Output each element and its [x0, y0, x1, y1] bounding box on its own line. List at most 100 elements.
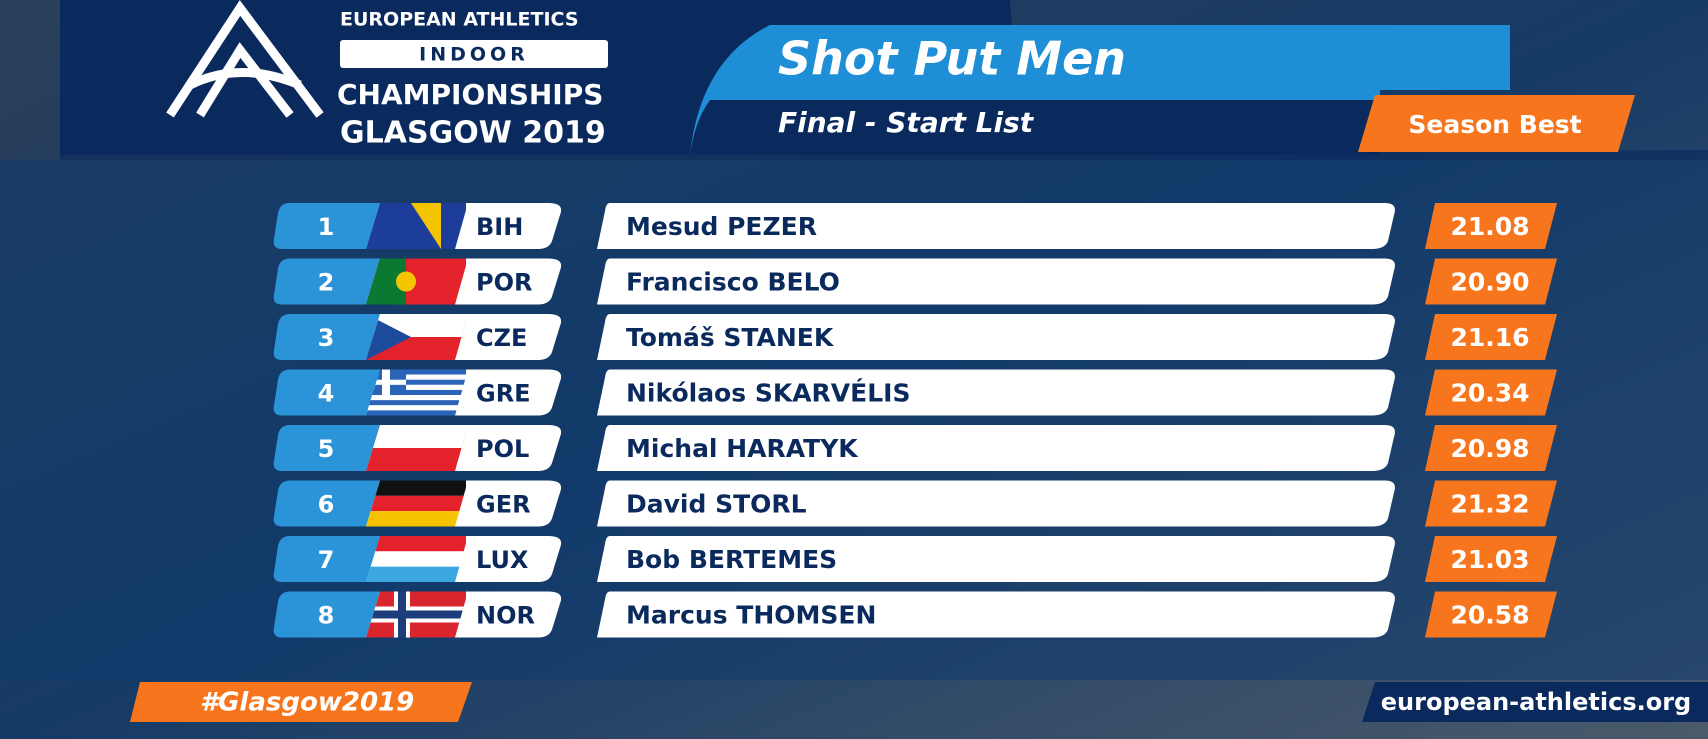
- row: 7 LUX Bob BERTEMES 21.03: [273, 536, 1557, 582]
- row: 6 GER David STORL 21.32: [273, 480, 1557, 527]
- athlete-name: Bob BERTEMES: [626, 545, 837, 574]
- flag-part: [366, 395, 466, 401]
- athlete-name: David STORL: [626, 490, 807, 519]
- rank: 4: [318, 380, 335, 408]
- flag-part: [366, 389, 466, 396]
- flag-part: [366, 566, 466, 582]
- name-box: [597, 203, 1395, 249]
- sb-box: [1425, 369, 1557, 416]
- row: 4 GRE Nikólaos SKARVÉLIS 20.34: [273, 369, 1557, 416]
- country-code: POL: [476, 435, 529, 463]
- name-box: [597, 258, 1395, 305]
- rank: 7: [318, 546, 335, 574]
- flag: [366, 369, 466, 416]
- sb-box: [1425, 425, 1557, 471]
- hashtag-box: [130, 682, 472, 722]
- athlete-name: Tomáš STANEK: [626, 323, 835, 352]
- rank: 2: [318, 269, 335, 297]
- website-box: [1362, 682, 1708, 722]
- flag: [366, 591, 466, 638]
- season-best: 21.32: [1450, 490, 1529, 519]
- sb-box: [1425, 203, 1557, 249]
- country-code: CZE: [476, 324, 527, 352]
- row: 1 BIH Mesud PEZER 21.08: [273, 203, 1557, 249]
- country-code: BIH: [476, 213, 523, 241]
- sb-box: [1425, 536, 1557, 582]
- flag-part: [366, 511, 466, 527]
- row: 8 NOR Marcus THOMSEN 20.58: [273, 591, 1557, 638]
- rank-box: [273, 203, 380, 249]
- flag-part: [366, 379, 466, 385]
- name-box: [597, 369, 1395, 416]
- sb-box: [1425, 258, 1557, 305]
- column-tab: [1358, 95, 1635, 152]
- athlete-name: Marcus THOMSEN: [626, 601, 876, 630]
- rank: 6: [318, 491, 335, 519]
- athlete-name: Francisco BELO: [626, 268, 840, 297]
- indoor-box: [340, 40, 608, 68]
- athlete-name: Michal HARATYK: [626, 434, 859, 463]
- flag-part: [366, 369, 466, 375]
- name-box: [597, 591, 1395, 638]
- flag-part: [366, 400, 466, 406]
- flag-part: [366, 384, 466, 390]
- athlete-name: Mesud PEZER: [626, 212, 817, 241]
- flag-part: [366, 379, 406, 385]
- rank-box: [273, 536, 380, 582]
- event-type: INDOOR: [419, 44, 529, 66]
- athlete-name: Nikólaos SKARVÉLIS: [626, 379, 910, 408]
- organisation: EUROPEAN ATHLETICS: [340, 9, 579, 31]
- flag-part: [366, 374, 466, 380]
- event: CHAMPIONSHIPS: [337, 78, 603, 111]
- season-best: 21.08: [1450, 212, 1529, 241]
- season-best: 20.98: [1450, 434, 1529, 463]
- row: 2 POR Francisco BELO 20.90: [273, 258, 1557, 305]
- flag-part: [366, 314, 411, 360]
- name-box: [597, 536, 1395, 582]
- rank-box: [273, 369, 380, 416]
- flag: [366, 314, 466, 360]
- subtitle-band: [690, 100, 1380, 155]
- flag: [366, 536, 466, 582]
- row: 5 POL Michal HARATYK 20.98: [273, 425, 1557, 471]
- name-box: [597, 425, 1395, 471]
- country-code: NOR: [476, 602, 535, 630]
- rows: 1 BIH Mesud PEZER 21.08 2 POR Francisco BELO 20…: [273, 203, 1557, 638]
- flag: [366, 258, 466, 305]
- flag-part: [366, 405, 466, 411]
- name-box: [597, 480, 1395, 527]
- column-header: Season Best: [1408, 110, 1581, 139]
- sb-box: [1425, 314, 1557, 360]
- rank-box: [273, 480, 380, 527]
- flag-part: [366, 495, 466, 512]
- flag-part: [366, 536, 466, 552]
- flag-part: [366, 425, 466, 448]
- sb-box: [1425, 480, 1557, 527]
- website: european-athletics.org: [1381, 688, 1691, 716]
- flag-part: [366, 480, 466, 496]
- flag-part: [366, 410, 466, 416]
- rank: 3: [318, 324, 335, 352]
- rank-box: [273, 425, 380, 471]
- rank: 5: [318, 435, 335, 463]
- logo: [166, 0, 324, 118]
- edition: GLASGOW 2019: [340, 116, 606, 151]
- flag-part: [411, 203, 441, 249]
- rank-box: [273, 591, 380, 638]
- row: 3 CZE Tomáš STANEK 21.16: [273, 314, 1557, 360]
- sb-box: [1425, 591, 1557, 638]
- rank-box: [273, 258, 380, 305]
- season-best: 20.34: [1450, 379, 1529, 408]
- country-code: GRE: [476, 380, 531, 408]
- hashtag: #Glasgow2019: [200, 688, 414, 718]
- season-best: 20.90: [1450, 268, 1529, 297]
- flag-part: [366, 551, 466, 567]
- season-best: 21.03: [1450, 545, 1529, 574]
- flag-part: [396, 271, 416, 292]
- flag: [366, 203, 466, 249]
- flag-part: [366, 610, 466, 619]
- flag-part: [366, 203, 466, 249]
- country-code: GER: [476, 491, 531, 519]
- flag: [366, 425, 466, 471]
